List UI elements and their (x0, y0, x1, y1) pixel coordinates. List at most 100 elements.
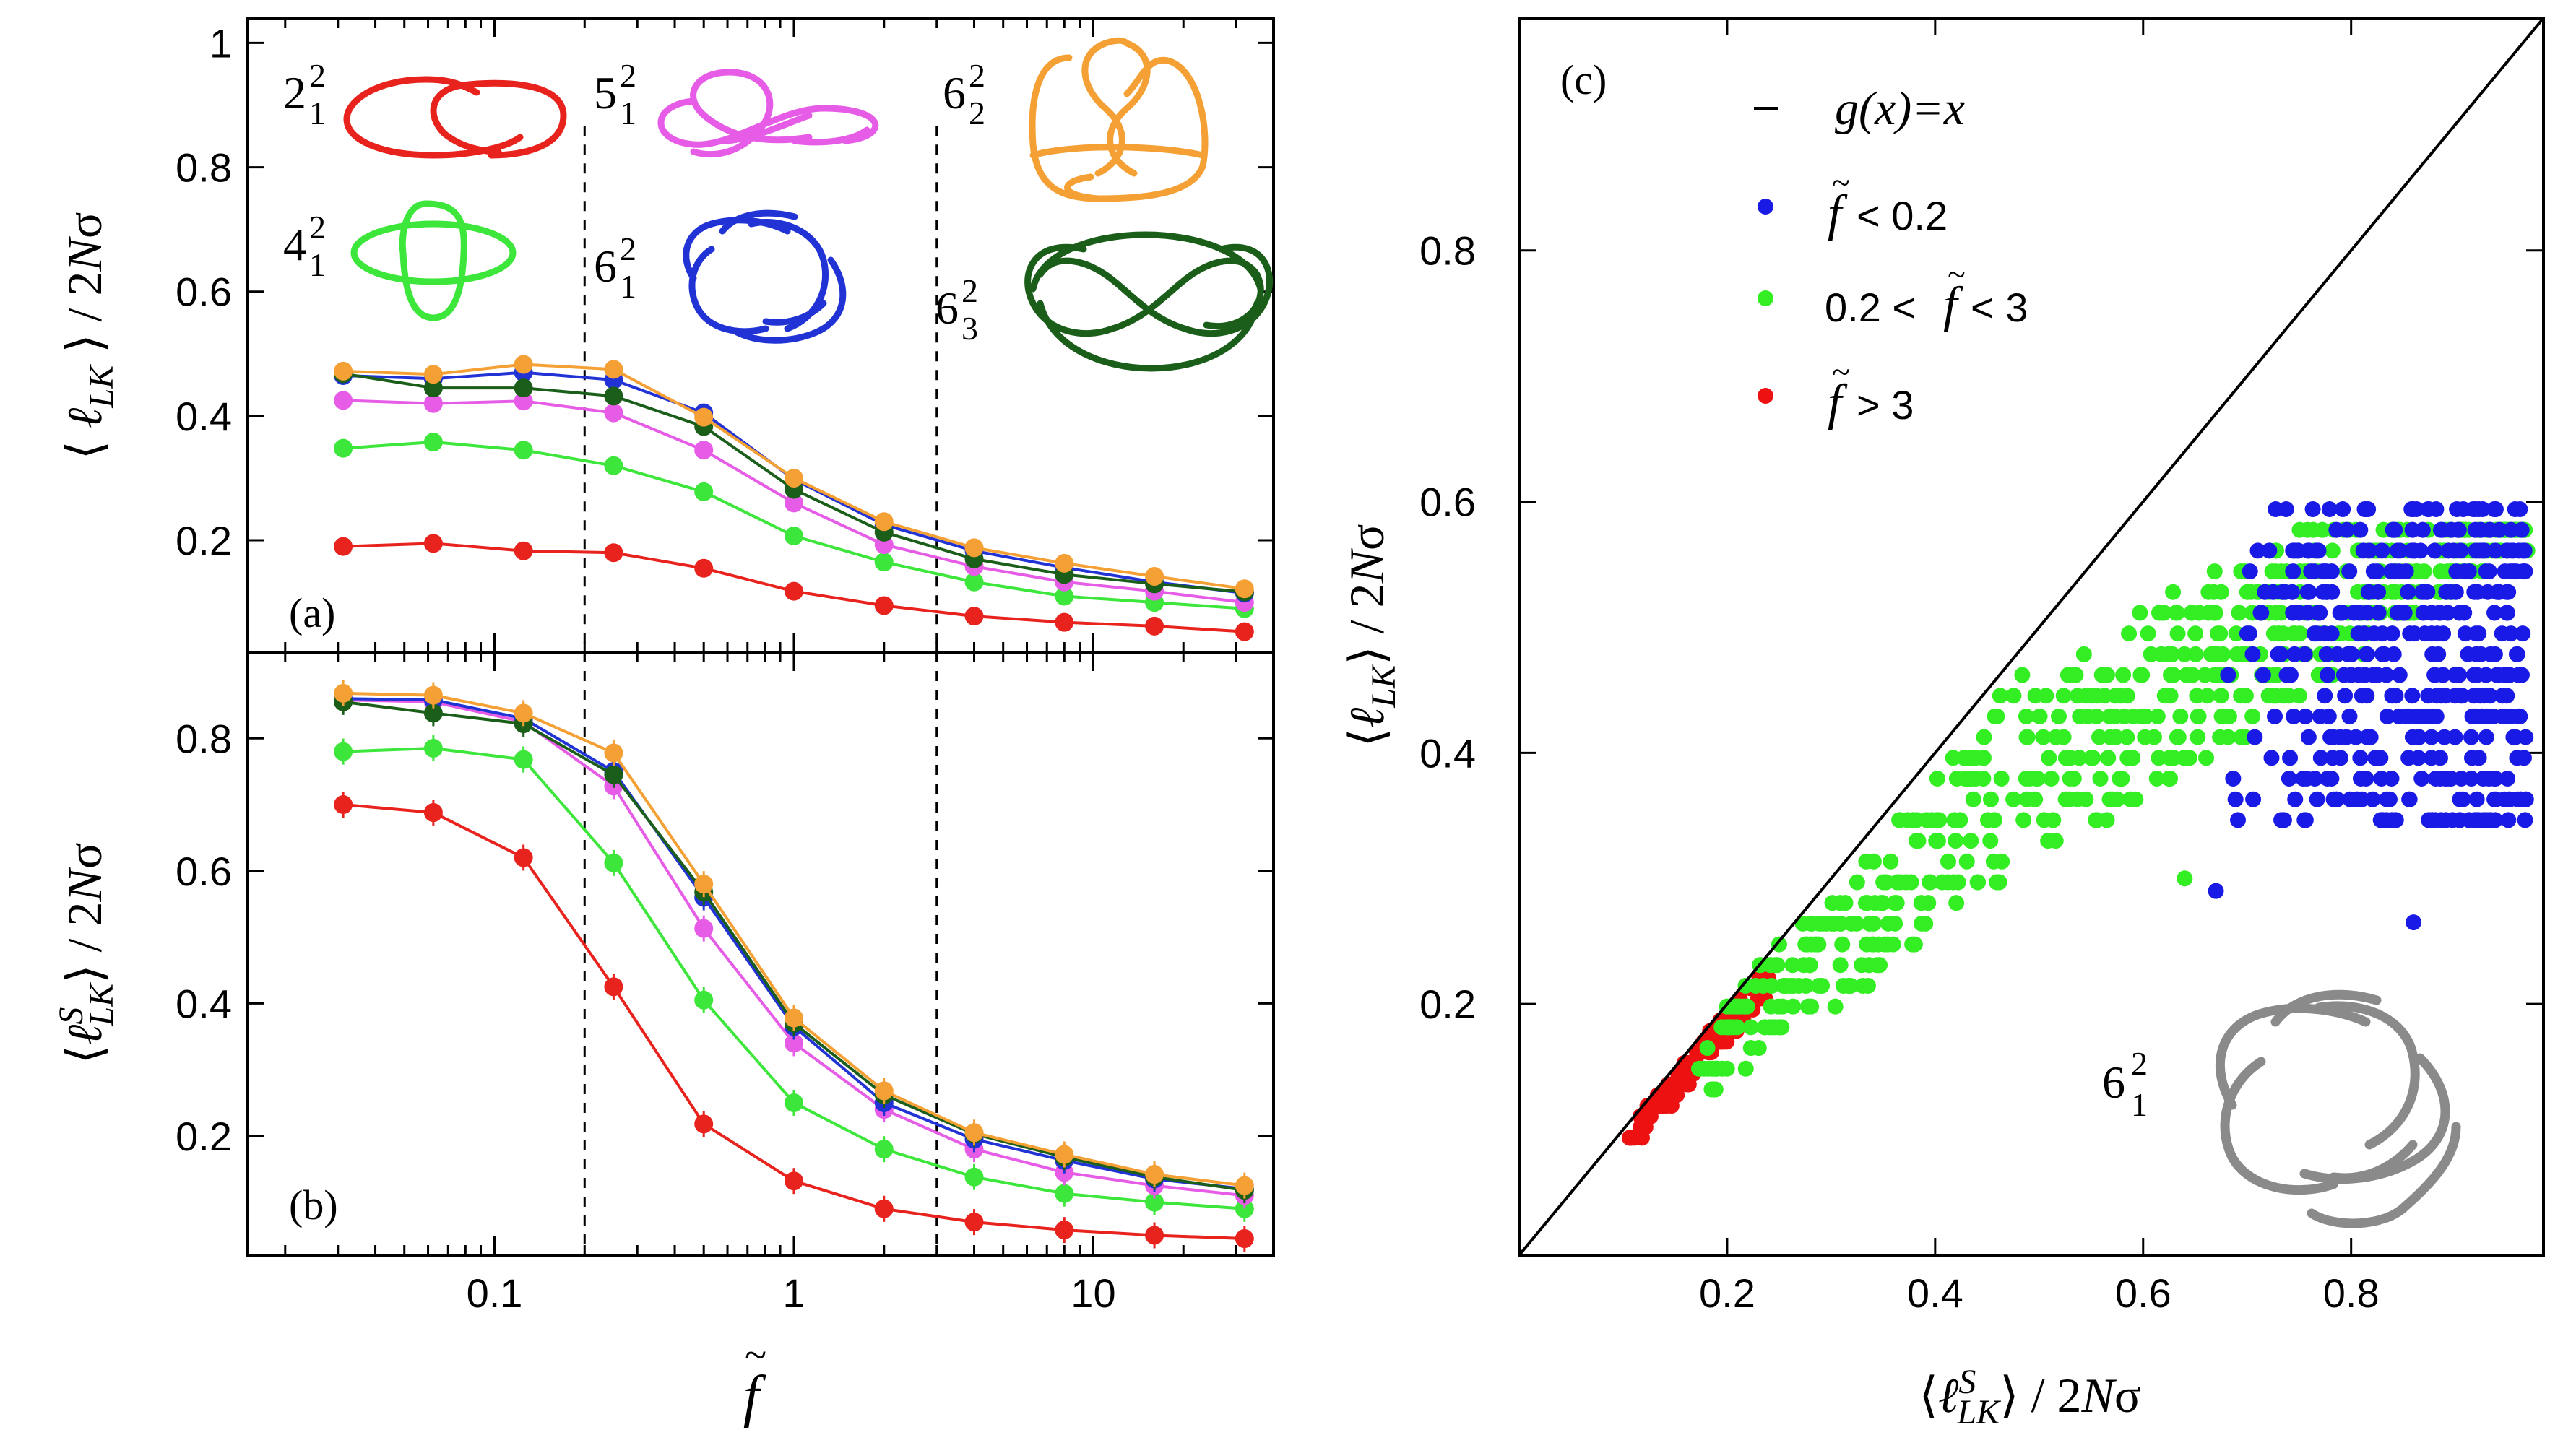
data-point (694, 482, 714, 501)
scatter-point-green (2080, 708, 2096, 724)
scatter-point-green (1801, 957, 1818, 974)
scatter-point-blue (2384, 688, 2400, 704)
panel-b-ylabel: ⟨ℓSLK⟩ / 2Nσ (52, 842, 121, 1064)
data-point (1055, 1145, 1074, 1164)
scatter-point-green (2228, 625, 2244, 642)
series-2-1-2 (334, 792, 1254, 1252)
data-point (604, 360, 623, 379)
scatter-point-blue (2247, 729, 2263, 745)
series-5-1-2 (334, 687, 1254, 1209)
scatter-point-blue (2282, 667, 2299, 683)
data-point (604, 743, 623, 763)
scatter-point-blue (2447, 729, 2463, 745)
scatter-point-green (1755, 977, 1771, 994)
data-point (694, 441, 714, 460)
data-point (334, 391, 353, 410)
data-point (604, 543, 623, 563)
panel-c-xlabel: ⟨ℓS LK⟩ / 2Nσ (1919, 1363, 2140, 1431)
data-point (874, 512, 894, 532)
scatter-point-green (2119, 688, 2135, 704)
scatter-point-green (2015, 812, 2032, 828)
scatter-point-green (1920, 895, 1937, 911)
scatter-point-green (2055, 688, 2072, 704)
scatter-point-green (1940, 853, 1956, 870)
scatter-point-green (2199, 688, 2216, 704)
link-6-3-2-icon (1024, 231, 1273, 372)
scatter-point-green (1857, 895, 1874, 911)
scatter-point-blue (2512, 500, 2528, 517)
scatter-point-green (2287, 625, 2304, 642)
scatter-point-green (1773, 1019, 1790, 1036)
scatter-point-green (2156, 604, 2172, 621)
scatter-point-green (2215, 646, 2231, 662)
scatter-point-green (2168, 604, 2184, 621)
data-point (784, 581, 803, 601)
scatter-point-green (2018, 771, 2034, 787)
scatter-point-blue (2392, 542, 2408, 559)
scatter-point-blue (2267, 708, 2283, 724)
scatter-point-green (2055, 729, 2072, 745)
scatter-point-blue (2208, 883, 2224, 899)
scatter-point-green (2209, 625, 2226, 642)
scatter-point-green (1692, 1060, 1708, 1077)
data-point (1145, 1192, 1164, 1212)
scatter-point-green (1823, 915, 1840, 932)
data-point (874, 596, 894, 615)
scatter-point-blue (2517, 729, 2534, 745)
data-point (784, 493, 803, 513)
scatter-point-green (2132, 604, 2148, 621)
scatter-point-green (2314, 521, 2330, 538)
scatter-point-blue (2467, 500, 2484, 517)
scatter-point-blue (2414, 521, 2431, 538)
scatter-point-green (2205, 604, 2222, 621)
scatter-point-blue (2448, 563, 2465, 580)
svg-text:6: 6 (594, 240, 617, 292)
scatter-point-green (2183, 604, 2200, 621)
scatter-point-green (2165, 667, 2182, 683)
scatter-point-green (2078, 791, 2094, 807)
scatter-point-green (2408, 563, 2425, 580)
data-point (423, 739, 443, 758)
panel-a: 0.2 0.4 0.6 0.8 1 (a) ⟨ ℓLK ⟩ / 2Nσ (57, 17, 1275, 654)
hopf-link-icon (343, 76, 567, 159)
panel-a-label: (a) (289, 589, 335, 636)
data-point (514, 355, 533, 374)
scatter-point-green (2205, 584, 2222, 600)
data-point (874, 1140, 894, 1159)
scatter-point-green (2088, 688, 2105, 704)
data-point (604, 853, 623, 872)
scatter-point-green (1827, 998, 1844, 1015)
legend-green-label: 0.2 < f ~ < 3 (1825, 256, 2028, 333)
scatter-point-green (1992, 688, 2008, 704)
series-6-2-2 (334, 680, 1254, 1199)
legend-blue-marker (1758, 199, 1773, 214)
scatter-point-blue (2387, 521, 2403, 538)
svg-text:~: ~ (745, 1333, 766, 1378)
scatter-point-green (2035, 729, 2052, 745)
scatter-point-blue (2420, 500, 2437, 517)
scatter-point-blue (2517, 791, 2534, 807)
scatter-point-blue (2343, 646, 2360, 662)
scatter-point-red (1678, 1065, 1695, 1082)
data-point (874, 1081, 894, 1101)
knot-label-6-1: 6 2 1 (594, 230, 636, 305)
scatter-point-blue (2335, 500, 2351, 517)
scatter-point-blue (2374, 542, 2390, 559)
svg-text:2: 2 (969, 57, 985, 94)
scatter-point-blue (2321, 500, 2338, 517)
x-tick-label: 0.1 (467, 1270, 523, 1316)
scatter-point-green (2050, 708, 2067, 724)
scatter-point-blue (2301, 542, 2317, 559)
svg-text:> 3: > 3 (1857, 382, 1914, 428)
data-point (423, 803, 443, 823)
scatter-point-blue (2424, 729, 2440, 745)
scatter-point-blue (2352, 750, 2369, 766)
scatter-point-blue (2460, 646, 2476, 662)
scatter-point-blue (2374, 812, 2391, 828)
knot-label-6-2: 6 2 2 (943, 57, 985, 131)
data-point (874, 552, 894, 572)
data-point (1145, 1165, 1164, 1184)
y-tick-label: 0.4 (176, 394, 232, 439)
scatter-point-blue (2420, 688, 2437, 704)
data-point (514, 441, 533, 460)
